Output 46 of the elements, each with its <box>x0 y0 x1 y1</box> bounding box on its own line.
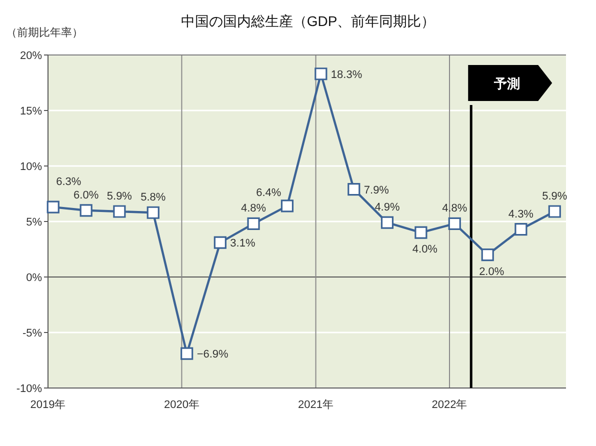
point <box>80 204 92 217</box>
point <box>448 217 461 230</box>
ref-line-label: 予測 <box>493 76 520 91</box>
point <box>514 222 528 236</box>
data-label: −6.9% <box>196 348 229 361</box>
x-tick-label: 2019年 <box>30 399 66 411</box>
x-tick-label: 2022年 <box>432 399 468 411</box>
data-label: 5.9% <box>106 190 132 203</box>
y-tick-label: -5% <box>22 328 42 340</box>
point <box>314 68 328 80</box>
data-label: 4.8% <box>442 202 468 215</box>
chart-title: 中国の国内総生産（GDP、前年同期比） <box>180 13 436 29</box>
data-label: 4.8% <box>240 202 266 215</box>
data-label: 4.0% <box>412 244 438 256</box>
data-label: 2.0% <box>479 266 504 278</box>
y-tick-label: 15% <box>20 106 42 118</box>
point <box>180 347 194 360</box>
data-label: 3.1% <box>230 238 256 250</box>
data-label: 7.9% <box>364 184 390 196</box>
point <box>481 248 494 262</box>
point <box>214 236 226 249</box>
y-tick-label: 10% <box>20 161 42 173</box>
data-label: 4.3% <box>508 208 534 220</box>
point <box>46 200 60 214</box>
point <box>146 206 160 219</box>
point <box>414 226 428 239</box>
point <box>380 216 394 229</box>
data-label: 5.8% <box>140 192 166 204</box>
data-label: 18.3% <box>330 68 362 81</box>
y-tick-label: 20% <box>20 50 42 62</box>
x-tick-label: 2020年 <box>164 399 200 411</box>
point <box>280 200 294 212</box>
y-axis-title: （前期比年率） <box>6 26 83 39</box>
y-tick-label: -10% <box>16 383 42 395</box>
point <box>113 205 126 218</box>
data-label: 6.4% <box>256 186 282 199</box>
x-tick-label: 2021年 <box>298 399 334 411</box>
data-label: 4.9% <box>374 202 400 214</box>
y-tick-label: 0% <box>26 272 42 284</box>
y-tick-label: 5% <box>26 216 42 228</box>
point <box>247 217 260 230</box>
data-label: 5.9% <box>542 190 568 203</box>
data-label: 6.3% <box>56 176 82 188</box>
point <box>548 205 561 218</box>
point <box>348 183 360 196</box>
data-label: 6.0% <box>74 189 99 202</box>
